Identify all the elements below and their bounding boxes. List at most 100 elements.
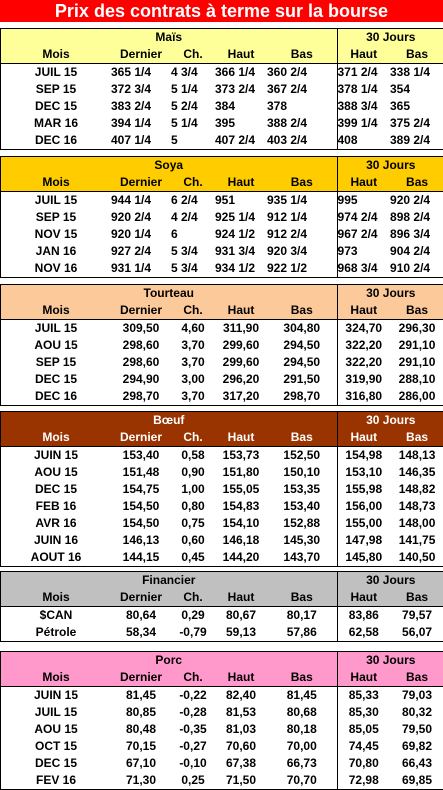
cell-ch: -0,28 bbox=[171, 704, 215, 721]
col-header-ch: Ch. bbox=[171, 174, 215, 192]
col-header-bas: Bas bbox=[267, 429, 338, 447]
col-header-dernier: Dernier bbox=[111, 302, 171, 320]
section-0: Maïs 30 Jours Mois Dernier Ch. Haut Bas Haut Bas… bbox=[0, 28, 443, 150]
cell-ch: -0,22 bbox=[171, 686, 215, 704]
cell-bas: 81,45 bbox=[267, 686, 337, 704]
thirty-days-header: 30 Jours bbox=[336, 29, 443, 46]
section-name: Tourteau bbox=[1, 285, 338, 302]
cell-bas: 294,50 bbox=[267, 337, 338, 354]
cell-bas: 403 2/4 bbox=[267, 132, 337, 149]
table-row: SEP 15 920 2/4 4 2/4 925 1/4 912 1/4 974 2/4 8… bbox=[1, 209, 443, 226]
cell-haut-30: 70,80 bbox=[336, 755, 390, 772]
cell-bas: 153,35 bbox=[267, 481, 338, 498]
cell-mois: $CAN bbox=[1, 606, 111, 624]
cell-bas-30: 79,57 bbox=[390, 606, 443, 624]
cell-bas: 143,70 bbox=[267, 549, 338, 566]
cell-haut-30: 316,80 bbox=[336, 388, 391, 405]
cell-dernier: 298,60 bbox=[111, 337, 171, 354]
thirty-days-header: 30 Jours bbox=[336, 652, 443, 669]
col-header-bas: Bas bbox=[267, 669, 337, 687]
col-header-haut-30: Haut bbox=[336, 669, 390, 687]
cell-bas: 912 2/4 bbox=[267, 226, 338, 243]
cell-ch: -0,35 bbox=[171, 721, 215, 738]
cell-bas-30: 141,75 bbox=[390, 532, 443, 549]
cell-bas: 145,30 bbox=[267, 532, 338, 549]
cell-bas: 378 bbox=[267, 98, 337, 115]
cell-mois: DEC 15 bbox=[1, 481, 111, 498]
cell-haut-30: 85,30 bbox=[336, 704, 390, 721]
table-row: DEC 16 298,70 3,70 317,20 298,70 316,80 286,00 bbox=[1, 388, 443, 405]
cell-bas-30: 898 2/4 bbox=[390, 209, 443, 226]
cell-ch: 0,29 bbox=[171, 606, 215, 624]
cell-dernier: 407 1/4 bbox=[111, 132, 171, 149]
cell-dernier: 298,70 bbox=[111, 388, 171, 405]
cell-bas: 304,80 bbox=[267, 319, 338, 337]
col-header-bas-30: Bas bbox=[390, 46, 443, 64]
table-row: JUIL 15 80,85 -0,28 81,53 80,68 85,30 80,32 bbox=[1, 704, 443, 721]
cell-bas-30: 389 2/4 bbox=[390, 132, 443, 149]
cell-bas: 912 1/4 bbox=[267, 209, 338, 226]
cell-mois: Pétrole bbox=[1, 624, 111, 641]
cell-mois: AOUT 16 bbox=[1, 549, 111, 566]
cell-bas: 920 3/4 bbox=[267, 243, 338, 260]
cell-haut: 384 bbox=[215, 98, 267, 115]
cell-ch: 0,80 bbox=[171, 498, 215, 515]
col-header-mois: Mois bbox=[1, 302, 111, 320]
cell-bas-30: 148,13 bbox=[390, 446, 443, 464]
col-header-ch: Ch. bbox=[171, 589, 215, 607]
section-5: Porc 30 Jours Mois Dernier Ch. Haut Bas Haut Bas… bbox=[0, 651, 443, 790]
cell-bas: 291,50 bbox=[267, 371, 338, 388]
cell-bas-30: 148,00 bbox=[390, 515, 443, 532]
table-row: JUIN 16 146,13 0,60 146,18 145,30 147,98 141,7… bbox=[1, 532, 443, 549]
cell-mois: JUIL 15 bbox=[1, 319, 111, 337]
cell-bas-30: 56,07 bbox=[390, 624, 443, 641]
cell-bas-30: 296,30 bbox=[390, 319, 443, 337]
cell-bas: 57,86 bbox=[267, 624, 338, 641]
section-name: Maïs bbox=[1, 29, 337, 46]
cell-bas-30: 80,32 bbox=[390, 704, 443, 721]
cell-bas-30: 69,82 bbox=[390, 738, 443, 755]
cell-bas-30: 365 bbox=[390, 98, 443, 115]
section-table: Financier 30 Jours Mois Dernier Ch. Haut Bas Ha… bbox=[1, 572, 443, 641]
table-row: DEC 16 407 1/4 5 407 2/4 403 2/4 408 389 2/4 bbox=[1, 132, 443, 149]
table-row: MAR 16 394 1/4 5 1/4 395 388 2/4 399 1/4 375 2… bbox=[1, 115, 443, 132]
cell-dernier: 80,85 bbox=[111, 704, 171, 721]
table-row: JAN 16 927 2/4 5 3/4 931 3/4 920 3/4 973 904 2… bbox=[1, 243, 443, 260]
cell-haut-30: 322,20 bbox=[336, 337, 391, 354]
cell-mois: NOV 16 bbox=[1, 260, 111, 277]
cell-ch: 5 1/4 bbox=[171, 115, 215, 132]
col-header-haut: Haut bbox=[215, 302, 267, 320]
thirty-days-header: 30 Jours bbox=[336, 285, 443, 302]
cell-haut: 71,50 bbox=[215, 772, 267, 789]
col-header-bas-30: Bas bbox=[390, 174, 443, 192]
cell-mois: DEC 15 bbox=[1, 371, 111, 388]
table-row: AOU 15 80,48 -0,35 81,03 80,18 85,05 79,50 bbox=[1, 721, 443, 738]
cell-dernier: 394 1/4 bbox=[111, 115, 171, 132]
cell-haut: 81,53 bbox=[215, 704, 267, 721]
cell-bas: 298,70 bbox=[267, 388, 338, 405]
cell-haut: 154,10 bbox=[215, 515, 267, 532]
cell-dernier: 67,10 bbox=[111, 755, 171, 772]
cell-mois: FEB 16 bbox=[1, 498, 111, 515]
cell-bas: 935 1/4 bbox=[267, 191, 338, 209]
table-row: OCT 15 70,15 -0,27 70,60 70,00 74,45 69,82 bbox=[1, 738, 443, 755]
cell-mois: JUIN 15 bbox=[1, 686, 111, 704]
cell-bas: 80,68 bbox=[267, 704, 337, 721]
col-header-dernier: Dernier bbox=[111, 589, 171, 607]
cell-mois: DEC 16 bbox=[1, 132, 111, 149]
cell-bas-30: 338 1/4 bbox=[390, 63, 443, 81]
section-name: Porc bbox=[1, 652, 337, 669]
cell-haut: 407 2/4 bbox=[215, 132, 267, 149]
cell-mois: JUIN 15 bbox=[1, 446, 111, 464]
cell-haut-30: 408 bbox=[336, 132, 390, 149]
cell-bas-30: 288,10 bbox=[390, 371, 443, 388]
cell-bas-30: 291,10 bbox=[390, 337, 443, 354]
cell-haut-30: 967 2/4 bbox=[336, 226, 391, 243]
cell-mois: DEC 16 bbox=[1, 388, 111, 405]
section-table: Porc 30 Jours Mois Dernier Ch. Haut Bas Haut Bas… bbox=[1, 652, 443, 789]
col-header-ch: Ch. bbox=[171, 669, 215, 687]
cell-ch: 5 2/4 bbox=[171, 98, 215, 115]
table-row: SEP 15 298,60 3,70 299,60 294,50 322,20 291,10 bbox=[1, 354, 443, 371]
cell-dernier: 931 1/4 bbox=[111, 260, 171, 277]
